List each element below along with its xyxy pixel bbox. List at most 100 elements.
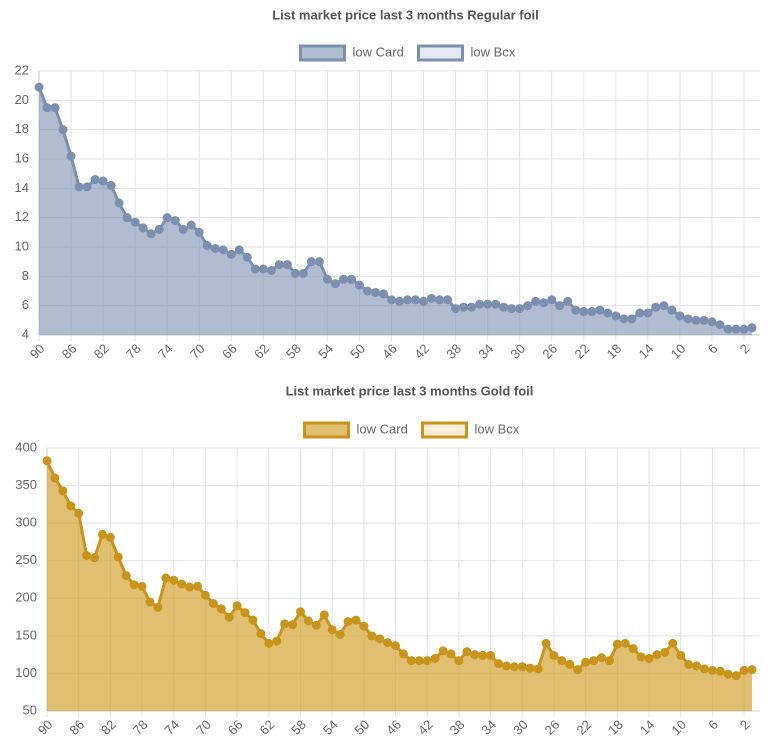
point <box>90 553 100 563</box>
point <box>581 657 591 667</box>
y-tick-label: 16 <box>15 150 29 165</box>
point <box>747 323 757 333</box>
point <box>596 653 606 663</box>
point <box>193 581 203 591</box>
x-tick-label: 14 <box>636 341 657 362</box>
point <box>659 301 669 311</box>
point <box>153 602 163 612</box>
point <box>467 302 477 312</box>
point <box>651 302 661 312</box>
point <box>507 304 517 314</box>
point <box>603 308 613 318</box>
point <box>58 125 68 135</box>
point <box>354 280 364 290</box>
point <box>327 625 337 635</box>
point <box>533 664 543 674</box>
y-tick-label: 300 <box>15 515 37 530</box>
point <box>208 599 218 609</box>
point <box>367 631 377 641</box>
legend-label: low Card <box>353 44 404 59</box>
x-tick-label: 46 <box>379 341 400 362</box>
x-tick-label: 22 <box>573 717 594 738</box>
point <box>739 665 749 675</box>
point <box>282 260 292 270</box>
point <box>644 653 654 663</box>
point <box>604 656 614 666</box>
point <box>194 227 204 237</box>
point <box>628 644 638 654</box>
x-tick-label: 10 <box>668 341 689 362</box>
x-tick-label: 86 <box>66 717 87 738</box>
legend-swatch <box>417 44 464 62</box>
area <box>47 460 752 711</box>
point <box>723 324 733 334</box>
legend-label: low Card <box>357 421 408 436</box>
point <box>699 664 709 674</box>
point <box>351 615 361 625</box>
point <box>652 650 662 660</box>
point <box>563 296 573 306</box>
y-tick-label: 18 <box>15 121 29 136</box>
point <box>691 315 701 325</box>
x-tick-label: 22 <box>571 341 592 362</box>
legend-label: low Bcx <box>471 44 516 59</box>
point <box>589 656 599 666</box>
x-tick-label: 58 <box>288 717 309 738</box>
point <box>541 638 551 648</box>
point <box>303 616 313 626</box>
point <box>414 656 424 666</box>
y-tick-label: 100 <box>15 665 37 680</box>
x-tick-label: 66 <box>225 717 246 738</box>
legend-label: low Bcx <box>475 421 520 436</box>
point <box>611 311 621 321</box>
point <box>531 296 541 306</box>
x-tick-label: 74 <box>155 341 176 362</box>
point <box>731 671 741 681</box>
point <box>162 213 172 223</box>
point <box>430 653 440 663</box>
point <box>565 659 575 669</box>
x-tick-label: 38 <box>443 341 464 362</box>
point <box>280 619 290 629</box>
x-tick-label: 50 <box>352 717 373 738</box>
point <box>723 669 733 679</box>
point <box>619 314 629 324</box>
x-tick-label: 58 <box>283 341 304 362</box>
point <box>170 216 180 226</box>
point <box>258 264 268 274</box>
point <box>683 314 693 324</box>
point <box>443 295 453 305</box>
point <box>557 656 567 666</box>
point <box>200 590 210 600</box>
point <box>346 274 356 284</box>
point <box>226 249 236 259</box>
point <box>169 575 179 585</box>
x-tick-label: 42 <box>415 717 436 738</box>
point <box>383 638 393 648</box>
y-tick-label: 350 <box>15 477 37 492</box>
point <box>274 260 284 270</box>
legend-swatch <box>421 421 468 439</box>
x-tick-label: 90 <box>27 341 48 362</box>
point <box>66 151 76 161</box>
x-tick-label: 42 <box>411 341 432 362</box>
point <box>517 662 527 672</box>
point <box>264 638 274 648</box>
point <box>620 638 630 648</box>
point <box>58 486 68 496</box>
legend-swatch <box>299 44 346 62</box>
point <box>362 286 372 296</box>
point <box>121 571 131 581</box>
point <box>295 607 305 617</box>
point <box>218 245 228 255</box>
point <box>290 268 300 278</box>
point <box>579 307 589 317</box>
point <box>715 666 725 676</box>
point <box>391 641 401 651</box>
point <box>555 301 565 311</box>
point <box>684 659 694 669</box>
y-tick-label: 10 <box>15 238 29 253</box>
point <box>731 324 741 334</box>
point <box>515 304 525 314</box>
point <box>50 473 60 483</box>
